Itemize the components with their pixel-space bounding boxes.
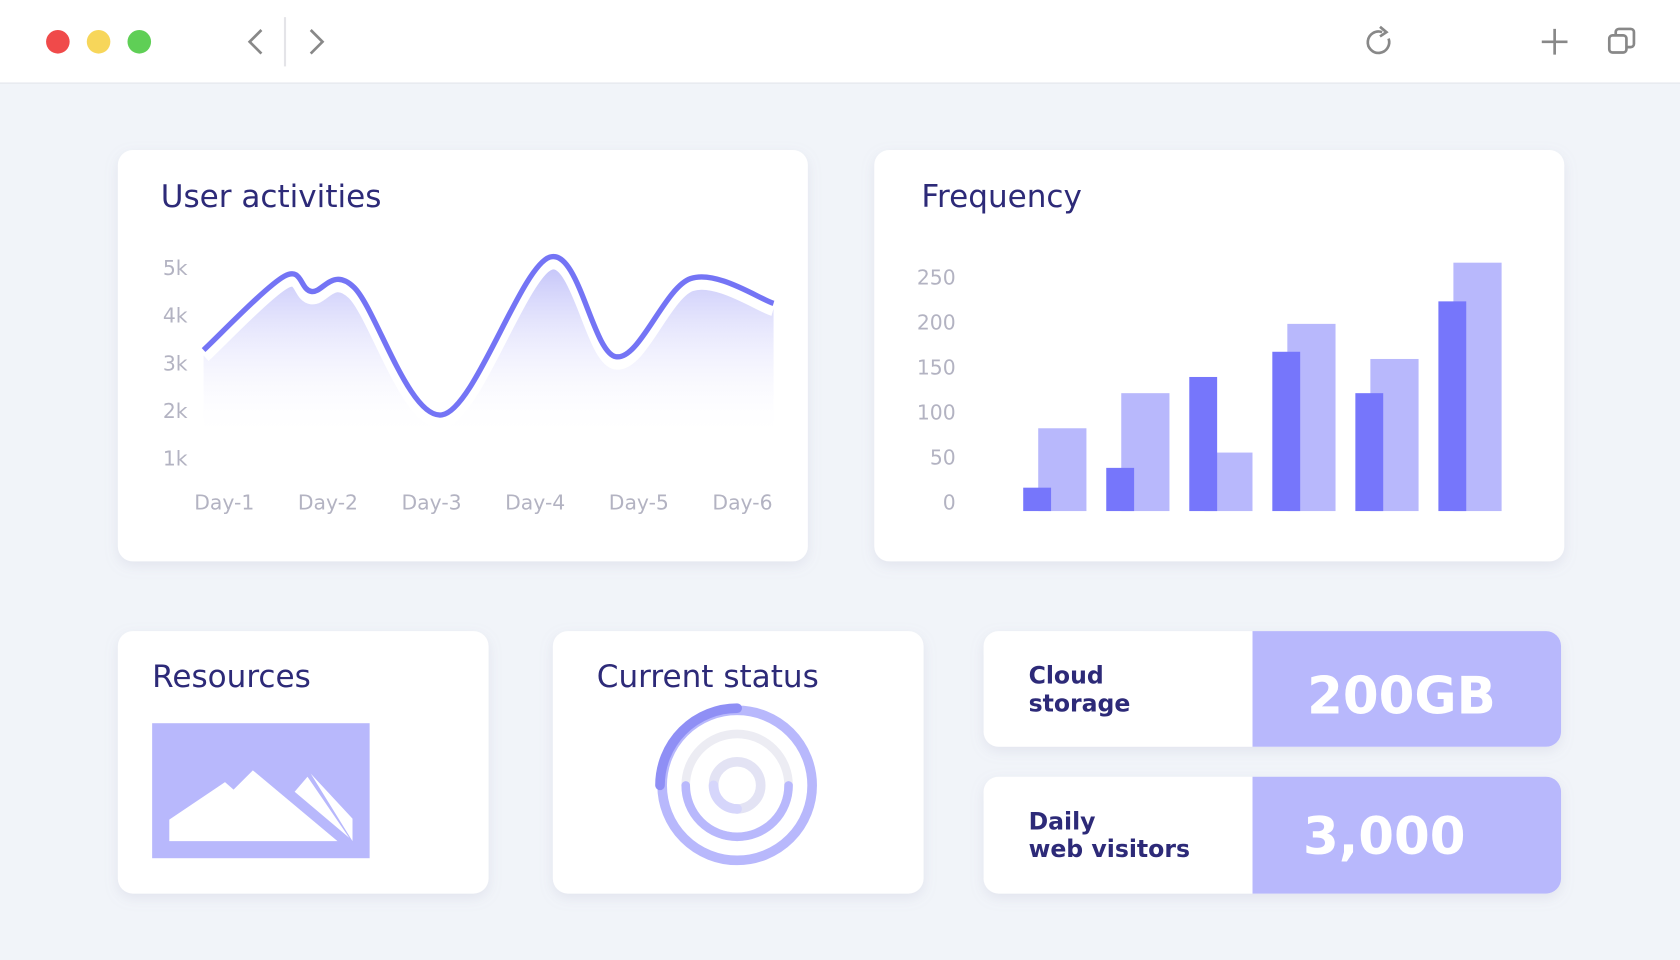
y-tick-label: 250 [917, 266, 956, 290]
forward-button[interactable] [309, 29, 325, 55]
y-tick-label: 1k [163, 447, 188, 471]
close-button[interactable] [46, 30, 70, 54]
card-value: 200GB [1307, 667, 1496, 727]
y-tick-label: 0 [943, 491, 956, 515]
y-tick-label: 4k [163, 304, 188, 328]
maximize-button[interactable] [127, 30, 152, 54]
toolbar [0, 0, 1680, 83]
card-value: 3,000 [1303, 807, 1466, 867]
bar [1355, 393, 1384, 512]
card-title: Current status [597, 659, 819, 695]
activities-card [117, 150, 808, 562]
chart-title: User activities [161, 179, 382, 215]
card-label: storage [1029, 690, 1131, 718]
card-label: Cloud [1029, 662, 1104, 690]
card-title: Resources [152, 659, 311, 695]
reload-button[interactable] [1366, 25, 1391, 55]
x-tick-label: Day-6 [712, 491, 772, 515]
storage-value-box [1252, 631, 1562, 747]
x-tick-label: Day-1 [194, 491, 254, 515]
visitors-value-box [1252, 776, 1562, 894]
y-tick-label: 2k [163, 399, 188, 423]
mountain-icon [169, 770, 353, 842]
y-tick-label: 150 [917, 356, 956, 380]
y-tick-label: 3k [163, 351, 188, 375]
tabs-button[interactable] [1607, 27, 1636, 54]
bar [1106, 467, 1135, 512]
chart-title: Frequency [921, 179, 1081, 215]
card-labels: Cloud storage Daily web visitors [1029, 662, 1190, 864]
bar [1023, 487, 1052, 512]
y-tick-label: 200 [917, 311, 956, 335]
area [203, 256, 774, 440]
x-tick-label: Day-5 [609, 491, 669, 515]
x-tick-label: Day-3 [402, 491, 462, 515]
y-tick-label: 50 [930, 446, 956, 470]
minimize-button[interactable] [86, 30, 111, 54]
line-chart: 1k 2k 3k 4k 5k Day-1 Day-2 Day-3 Day-4 Day-5 Day-6 [163, 254, 777, 515]
back-button[interactable] [247, 29, 263, 55]
bar-chart: 0 50 100 150 200 250 [917, 262, 1502, 515]
new-tab-button[interactable] [1541, 28, 1568, 55]
bar [1272, 351, 1301, 512]
bar [1438, 301, 1467, 512]
status-rings [655, 703, 817, 866]
x-tick-label: Day-2 [298, 491, 358, 515]
card-label: Daily [1029, 807, 1096, 835]
line-halo [198, 254, 777, 428]
y-tick-label: 100 [917, 401, 956, 425]
bar [1189, 376, 1218, 512]
line [201, 254, 775, 418]
card-label: web visitors [1029, 835, 1190, 863]
y-tick-label: 5k [163, 256, 188, 280]
x-tick-label: Day-4 [505, 491, 565, 515]
